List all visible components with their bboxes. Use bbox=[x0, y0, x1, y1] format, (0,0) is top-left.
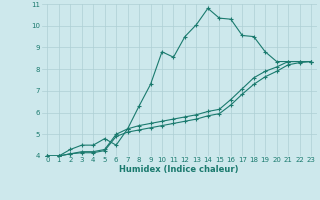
X-axis label: Humidex (Indice chaleur): Humidex (Indice chaleur) bbox=[119, 165, 239, 174]
